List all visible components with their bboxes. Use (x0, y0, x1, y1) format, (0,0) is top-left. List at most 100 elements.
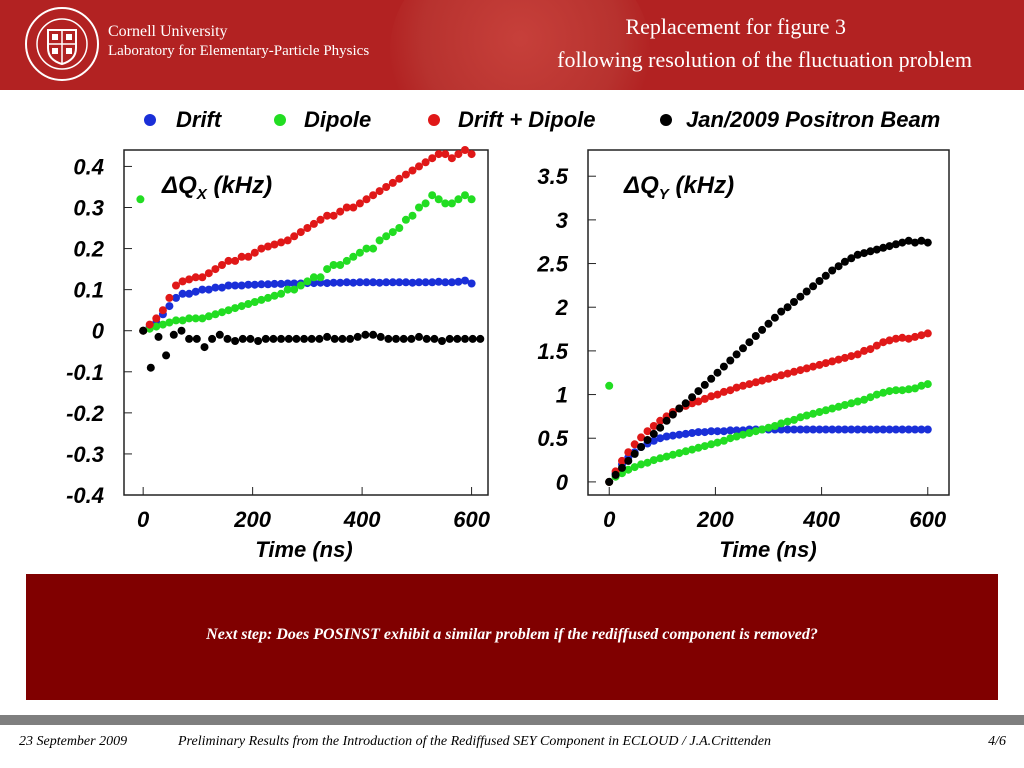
data-point-drift-dipole (796, 366, 805, 375)
data-point-dipole (218, 308, 226, 317)
data-point-jan-2009-positron-beam (468, 334, 477, 343)
next-step-box: Next step: Does POSINST exhibit a simila… (26, 574, 998, 700)
data-point-dipole (323, 265, 332, 274)
data-point-drift-dipole (428, 154, 437, 163)
data-point-dipole (758, 425, 767, 434)
data-point-drift-dipole (395, 174, 404, 183)
data-point-jan-2009-positron-beam (911, 238, 919, 247)
data-point-dipole (369, 244, 378, 253)
data-point-drift-dipole (224, 256, 233, 265)
data-point-jan-2009-positron-beam (215, 330, 224, 339)
data-point-drift-dipole (719, 387, 728, 396)
data-point-dipole (172, 316, 180, 325)
x-tick-label: 200 (696, 507, 734, 532)
data-point-jan-2009-positron-beam (668, 410, 677, 419)
data-point-drift-dipole (211, 265, 220, 274)
data-point-drift-dipole (885, 336, 894, 345)
data-point-drift-dipole (257, 244, 266, 253)
data-point-drift-dipole (461, 146, 469, 154)
data-point-dipole (719, 436, 728, 445)
chart-legend: Drift Dipole Drift + Dipole Jan/2009 Pos… (144, 107, 940, 132)
data-point-jan-2009-positron-beam (783, 303, 792, 312)
data-point-jan-2009-positron-beam (681, 399, 690, 408)
data-point-drift (165, 302, 174, 311)
data-point-dipole (656, 454, 665, 463)
data-point-drift-dipole (911, 332, 919, 341)
data-point-drift-dipole (434, 150, 443, 159)
data-point-dipole (707, 440, 716, 449)
data-point-jan-2009-positron-beam (694, 387, 703, 396)
data-point-jan-2009-positron-beam (879, 243, 888, 252)
data-point-drift-dipole (218, 261, 226, 269)
data-point-dipole (421, 199, 430, 208)
y-tick-label: -0.1 (66, 360, 104, 385)
data-point-drift (866, 425, 875, 434)
data-point-drift-dipole (158, 306, 167, 315)
data-point-dipole (388, 228, 397, 237)
data-point-drift-dipole (264, 242, 272, 251)
data-point-jan-2009-positron-beam (815, 277, 824, 285)
data-point-dipole (732, 432, 741, 441)
y-tick-label: 0.1 (73, 278, 104, 303)
data-point-drift-dipole (323, 211, 332, 220)
data-point-dipole (637, 460, 646, 469)
data-point-jan-2009-positron-beam (307, 334, 316, 343)
data-point-drift-dipole (362, 195, 371, 204)
data-point-dipole (688, 445, 697, 454)
data-point-drift-dipole (355, 199, 364, 208)
data-point-jan-2009-positron-beam (662, 416, 671, 425)
legend-label-drift: Drift (176, 107, 223, 132)
data-point-dipole (821, 406, 830, 415)
chart-title-delta-qy: ΔQY (kHz) (623, 172, 734, 203)
chart-frame (587, 149, 950, 496)
data-point-jan-2009-positron-beam (369, 330, 378, 339)
data-point-drift-dipole (834, 355, 843, 364)
data-point-drift (447, 278, 456, 287)
data-point-drift-dipole (296, 228, 305, 237)
page-number: 4/6 (988, 734, 1006, 749)
data-point-drift-dipole (898, 333, 907, 342)
data-point-drift (178, 289, 187, 298)
data-point-jan-2009-positron-beam (707, 374, 716, 383)
data-point-dipole (828, 404, 837, 413)
data-point-drift (923, 425, 932, 434)
data-point-drift-dipole (860, 346, 869, 355)
y-tick-label: 3 (556, 208, 568, 233)
data-point-drift (172, 293, 180, 302)
data-point-drift-dipole (467, 150, 476, 159)
data-point-drift (688, 429, 697, 437)
data-point-dipole (834, 402, 843, 411)
data-point-dipole (872, 390, 881, 399)
data-point-drift-dipole (309, 219, 318, 228)
y-tick-label: 0.4 (73, 154, 104, 179)
y-tick-label: 2 (555, 295, 569, 320)
data-point-dipole (204, 312, 213, 321)
data-point-jan-2009-positron-beam (866, 247, 875, 256)
data-point-dipole (165, 318, 174, 327)
data-point-drift-dipole (872, 341, 881, 350)
data-point-drift (853, 425, 862, 434)
data-point-dipole (840, 401, 849, 409)
data-point-drift-dipole (853, 350, 862, 359)
data-point-jan-2009-positron-beam (146, 363, 155, 372)
data-point-dipole (309, 273, 318, 282)
data-point-drift (726, 426, 735, 435)
data-point-dipole (329, 261, 338, 269)
data-point-drift (191, 287, 200, 296)
chart-delta-qx: ΔQX (kHz) 0.40.30.20.10-0.1-0.2-0.3-0.4 … (66, 146, 491, 562)
data-point-jan-2009-positron-beam (745, 338, 754, 347)
x-tick-label: 0 (603, 507, 616, 532)
data-point-drift-dipole (316, 215, 325, 224)
data-point-drift-dipole (388, 178, 397, 187)
data-point-dipole (303, 277, 312, 286)
data-point-drift (872, 425, 881, 434)
data-point-jan-2009-positron-beam (384, 334, 393, 343)
data-point-jan-2009-positron-beam (624, 456, 633, 465)
data-point-jan-2009-positron-beam (292, 334, 301, 343)
data-point-dipole (815, 408, 824, 416)
data-point-drift-dipole (713, 390, 722, 399)
data-point-drift (395, 278, 404, 287)
data-point-drift (719, 427, 728, 436)
data-point-drift (828, 425, 837, 434)
data-point-dipole (649, 456, 658, 465)
